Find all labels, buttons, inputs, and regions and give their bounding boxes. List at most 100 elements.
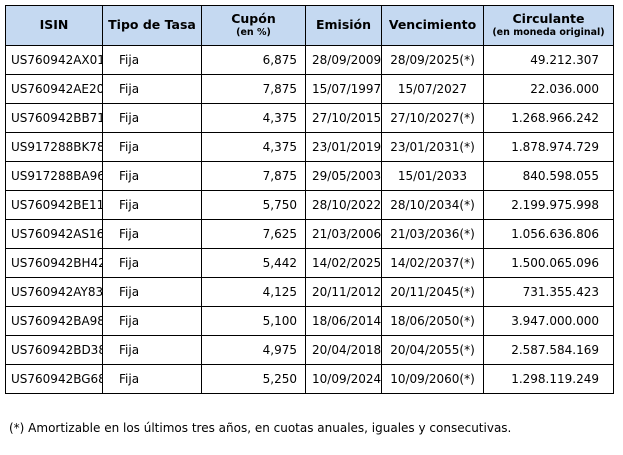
cell-isin: US760942BE11 xyxy=(5,190,103,220)
bonds-table: ISIN Tipo de Tasa Cupón (en %) Emisión V… xyxy=(5,5,614,394)
header-cupon-label: Cupón xyxy=(231,11,276,27)
table-header-row: ISIN Tipo de Tasa Cupón (en %) Emisión V… xyxy=(5,5,614,46)
table-row: US760942AX01 Fija 6,875 28/09/2009 28/09… xyxy=(5,45,614,75)
cell-isin: US760942BA98 xyxy=(5,306,103,336)
cell-circulante: 840.598.055 xyxy=(483,161,614,191)
cell-cupon: 7,875 xyxy=(201,161,306,191)
footnote: (*) Amortizable en los últimos tres años… xyxy=(9,421,512,435)
cell-cupon: 7,875 xyxy=(201,74,306,104)
header-isin-label: ISIN xyxy=(39,17,69,33)
header-isin: ISIN xyxy=(5,5,103,46)
cell-emision: 14/02/2025 xyxy=(305,248,382,278)
cell-cupon: 4,125 xyxy=(201,277,306,307)
cell-vencimiento: 28/09/2025(*) xyxy=(381,45,484,75)
cell-emision: 27/10/2015 xyxy=(305,103,382,133)
cell-emision: 15/07/1997 xyxy=(305,74,382,104)
cell-isin: US760942AY83 xyxy=(5,277,103,307)
table-row: US917288BK78 Fija 4,375 23/01/2019 23/01… xyxy=(5,132,614,162)
cell-vencimiento: 15/01/2033 xyxy=(381,161,484,191)
table-row: US760942BD38 Fija 4,975 20/04/2018 20/04… xyxy=(5,335,614,365)
header-circulante-label: Circulante xyxy=(512,11,585,27)
table-row: US760942BG68 Fija 5,250 10/09/2024 10/09… xyxy=(5,364,614,394)
cell-isin: US760942BB71 xyxy=(5,103,103,133)
cell-isin: US760942BD38 xyxy=(5,335,103,365)
cell-tipo: Fija xyxy=(102,103,202,133)
cell-emision: 18/06/2014 xyxy=(305,306,382,336)
cell-circulante: 731.355.423 xyxy=(483,277,614,307)
cell-circulante: 22.036.000 xyxy=(483,74,614,104)
table-row: US760942BH42 Fija 5,442 14/02/2025 14/02… xyxy=(5,248,614,278)
cell-emision: 28/10/2022 xyxy=(305,190,382,220)
cell-circulante: 1.298.119.249 xyxy=(483,364,614,394)
header-tipo-label: Tipo de Tasa xyxy=(108,17,196,33)
cell-emision: 29/05/2003 xyxy=(305,161,382,191)
cell-cupon: 5,750 xyxy=(201,190,306,220)
cell-tipo: Fija xyxy=(102,219,202,249)
cell-cupon: 4,375 xyxy=(201,132,306,162)
cell-isin: US760942AS16 xyxy=(5,219,103,249)
cell-isin: US760942BG68 xyxy=(5,364,103,394)
cell-vencimiento: 20/11/2045(*) xyxy=(381,277,484,307)
cell-vencimiento: 14/02/2037(*) xyxy=(381,248,484,278)
table-row: US760942BB71 Fija 4,375 27/10/2015 27/10… xyxy=(5,103,614,133)
cell-tipo: Fija xyxy=(102,306,202,336)
cell-circulante: 1.878.974.729 xyxy=(483,132,614,162)
cell-circulante: 1.500.065.096 xyxy=(483,248,614,278)
cell-emision: 20/04/2018 xyxy=(305,335,382,365)
cell-circulante: 1.056.636.806 xyxy=(483,219,614,249)
cell-emision: 20/11/2012 xyxy=(305,277,382,307)
cell-tipo: Fija xyxy=(102,190,202,220)
cell-cupon: 4,975 xyxy=(201,335,306,365)
cell-cupon: 7,625 xyxy=(201,219,306,249)
table-row: US760942AE20 Fija 7,875 15/07/1997 15/07… xyxy=(5,74,614,104)
table-row: US760942BE11 Fija 5,750 28/10/2022 28/10… xyxy=(5,190,614,220)
cell-emision: 23/01/2019 xyxy=(305,132,382,162)
cell-tipo: Fija xyxy=(102,364,202,394)
cell-cupon: 6,875 xyxy=(201,45,306,75)
cell-vencimiento: 21/03/2036(*) xyxy=(381,219,484,249)
cell-vencimiento: 28/10/2034(*) xyxy=(381,190,484,220)
header-vencimiento-label: Vencimiento xyxy=(388,17,477,33)
bonds-table-container: ISIN Tipo de Tasa Cupón (en %) Emisión V… xyxy=(5,5,614,394)
table-row: US917288BA96 Fija 7,875 29/05/2003 15/01… xyxy=(5,161,614,191)
cell-circulante: 2.587.584.169 xyxy=(483,335,614,365)
cell-tipo: Fija xyxy=(102,45,202,75)
cell-emision: 21/03/2006 xyxy=(305,219,382,249)
cell-circulante: 49.212.307 xyxy=(483,45,614,75)
cell-tipo: Fija xyxy=(102,248,202,278)
table-row: US760942AS16 Fija 7,625 21/03/2006 21/03… xyxy=(5,219,614,249)
cell-isin: US760942BH42 xyxy=(5,248,103,278)
cell-emision: 10/09/2024 xyxy=(305,364,382,394)
cell-vencimiento: 15/07/2027 xyxy=(381,74,484,104)
cell-emision: 28/09/2009 xyxy=(305,45,382,75)
cell-isin: US917288BK78 xyxy=(5,132,103,162)
cell-vencimiento: 10/09/2060(*) xyxy=(381,364,484,394)
cell-tipo: Fija xyxy=(102,277,202,307)
cell-cupon: 5,442 xyxy=(201,248,306,278)
cell-vencimiento: 18/06/2050(*) xyxy=(381,306,484,336)
header-circulante: Circulante (en moneda original) xyxy=(483,5,614,46)
header-cupon-sublabel: (en %) xyxy=(236,26,271,38)
table-row: US760942BA98 Fija 5,100 18/06/2014 18/06… xyxy=(5,306,614,336)
header-circulante-sublabel: (en moneda original) xyxy=(492,26,605,38)
cell-cupon: 5,100 xyxy=(201,306,306,336)
header-cupon: Cupón (en %) xyxy=(201,5,306,46)
cell-vencimiento: 23/01/2031(*) xyxy=(381,132,484,162)
cell-isin: US917288BA96 xyxy=(5,161,103,191)
cell-isin: US760942AE20 xyxy=(5,74,103,104)
cell-tipo: Fija xyxy=(102,335,202,365)
header-tipo-tasa: Tipo de Tasa xyxy=(102,5,202,46)
cell-tipo: Fija xyxy=(102,132,202,162)
cell-cupon: 5,250 xyxy=(201,364,306,394)
table-row: US760942AY83 Fija 4,125 20/11/2012 20/11… xyxy=(5,277,614,307)
cell-tipo: Fija xyxy=(102,161,202,191)
cell-tipo: Fija xyxy=(102,74,202,104)
cell-circulante: 2.199.975.998 xyxy=(483,190,614,220)
header-emision-label: Emisión xyxy=(315,17,372,33)
cell-isin: US760942AX01 xyxy=(5,45,103,75)
header-vencimiento: Vencimiento xyxy=(381,5,484,46)
cell-vencimiento: 20/04/2055(*) xyxy=(381,335,484,365)
cell-circulante: 1.268.966.242 xyxy=(483,103,614,133)
cell-cupon: 4,375 xyxy=(201,103,306,133)
cell-circulante: 3.947.000.000 xyxy=(483,306,614,336)
